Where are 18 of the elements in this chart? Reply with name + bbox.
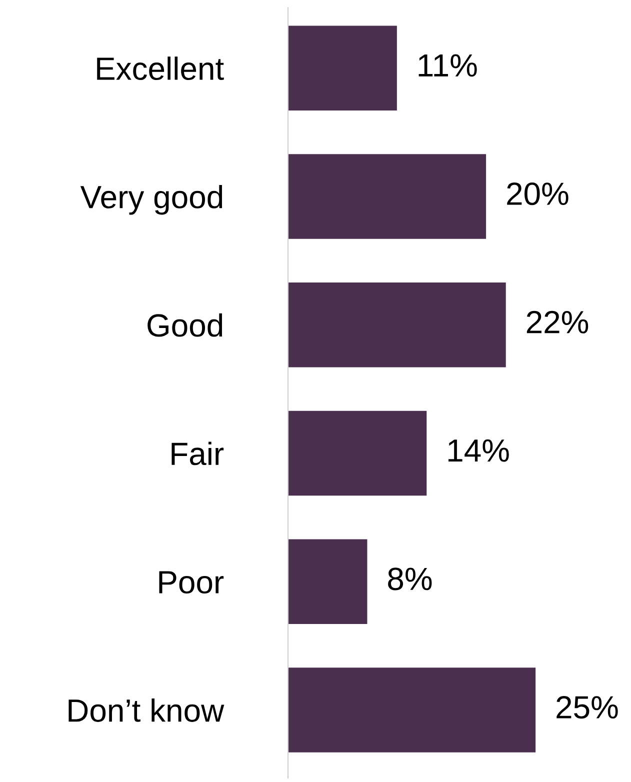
data-label: 22% — [526, 310, 588, 334]
bar — [288, 154, 486, 239]
y-tick-label: Very good — [80, 184, 222, 215]
data-label: 20% — [507, 182, 568, 206]
bar — [288, 668, 536, 752]
y-tick-label: Poor — [159, 571, 224, 594]
y-tick-label: Excellent — [97, 56, 224, 80]
data-label: 25% — [556, 696, 618, 719]
y-tick-label: Don’t know — [68, 698, 224, 722]
y-tick-label: Fair — [172, 442, 224, 466]
data-label: 14% — [448, 439, 509, 462]
bar — [288, 282, 506, 368]
bar — [288, 410, 427, 496]
data-label: 8% — [388, 568, 432, 590]
bar — [288, 539, 368, 624]
y-tick-label: Good — [148, 313, 222, 337]
data-label: 11% — [418, 54, 477, 77]
bar — [288, 26, 397, 111]
